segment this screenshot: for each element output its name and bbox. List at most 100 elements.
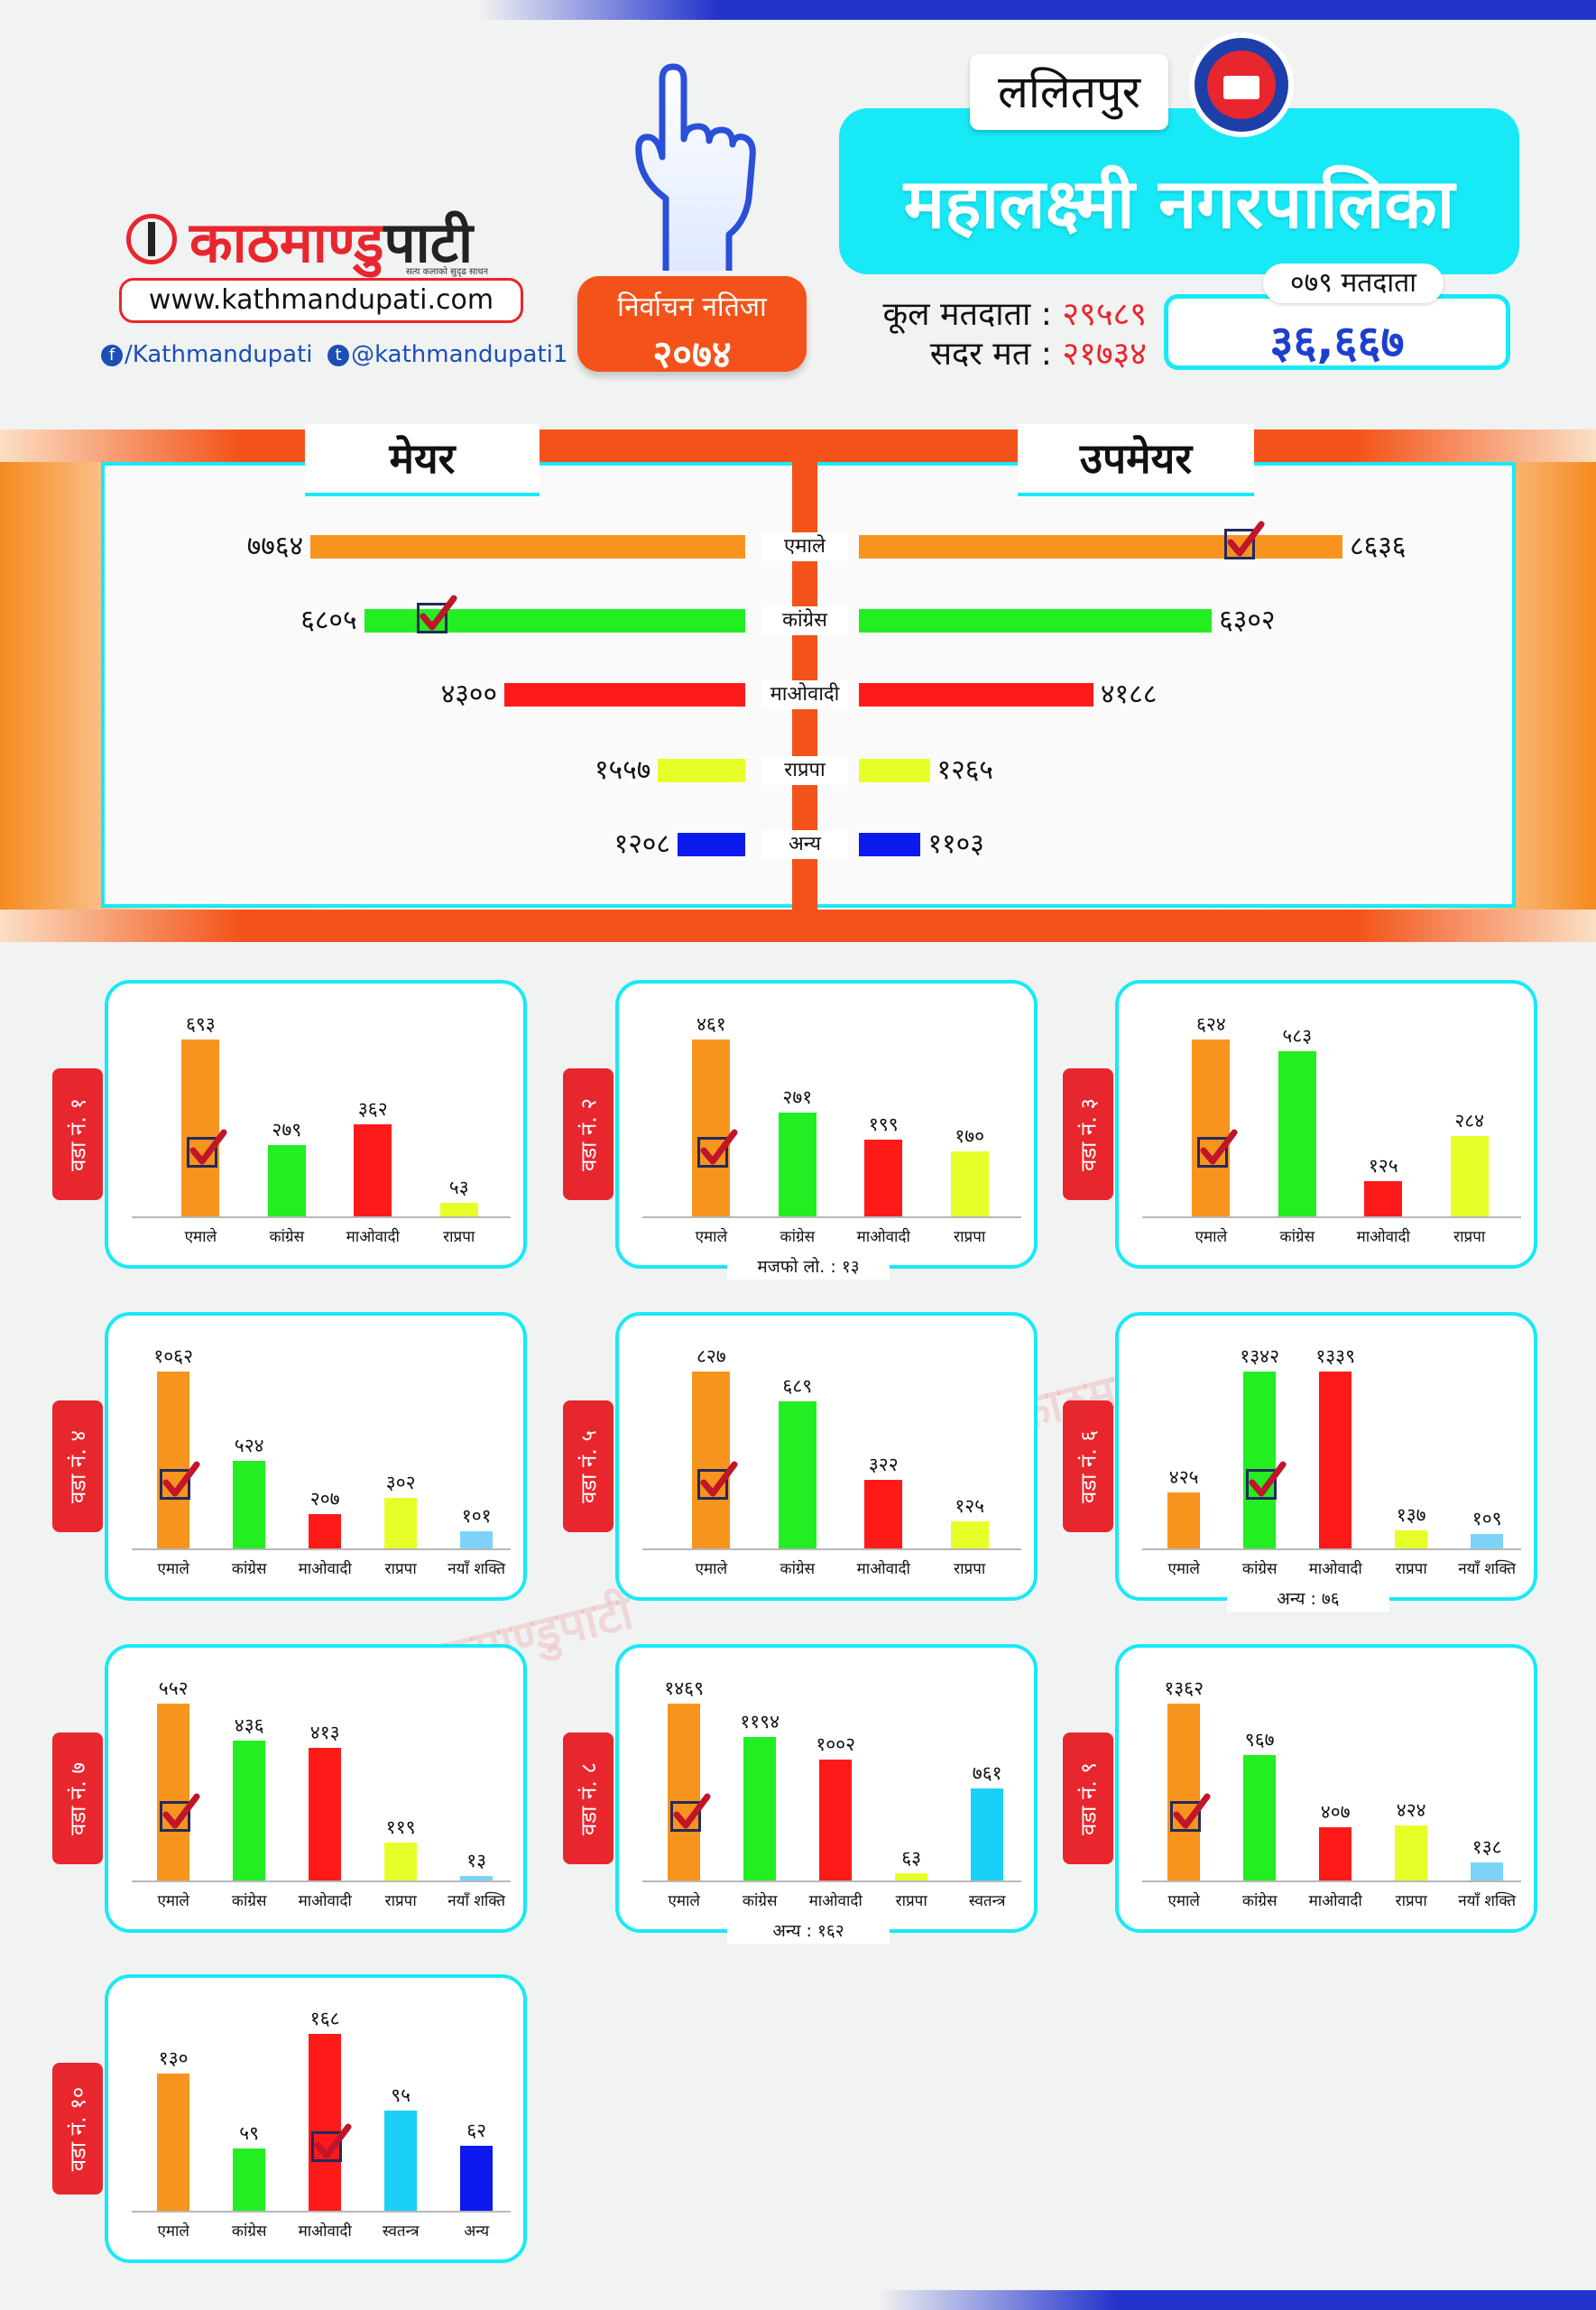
total-voters-value: २९५८९ [1062,296,1147,333]
ward-tag: वडा नं. ९ [1063,1732,1113,1864]
ward-bar [233,1461,266,1548]
ward-bar [668,1704,701,1880]
party-label: कांग्रेस [1241,1560,1278,1578]
election-commission-emblem-icon [1189,32,1294,137]
party-label: कांग्रेस [780,1228,816,1246]
deputy-bar [859,759,930,782]
bar-value: १२५ [1368,1154,1398,1177]
brand-name: काठमाण्डुपाटी [189,203,473,279]
ward-bar [1319,1827,1352,1880]
ward-bar [460,1531,494,1548]
bar-value: १००२ [816,1733,856,1756]
website-link[interactable]: www.kathmandupati.com [119,278,523,323]
chart-baseline [642,1548,1021,1550]
party-label: राप्रपा [895,1892,927,1910]
ward-number: वडा नं. ९ [1075,1761,1102,1836]
chart-baseline [1142,1548,1521,1550]
party-label: कांग्रेस [231,1892,267,1910]
ward-tag: वडा नं. ६ [1063,1400,1113,1532]
ward-note: मजफो लो. : १३ [727,1254,890,1280]
deputy-mayor-heading: उपमेयर [1018,424,1254,496]
party-label: नयाँ शक्ति [1458,1892,1517,1910]
bar-value: १३० [158,2047,189,2070]
mayor-value: १२०८ [613,828,671,860]
ward-number: वडा नं. ५ [576,1429,602,1504]
bar-value: ४०७ [1320,1801,1351,1824]
twitter-handle[interactable]: @kathmandupati1 [351,341,568,368]
bar-value: १३४२ [1240,1345,1280,1367]
ward-bar [971,1788,1004,1880]
party-label: एमाले [695,1228,728,1246]
bar-value: ८२७ [696,1345,726,1367]
party-label: कांग्रेस [231,1560,267,1578]
winner-check-icon [160,1461,200,1500]
brand-name-main: काठमाण्डु [189,209,384,275]
ward-bar [309,1513,342,1548]
voters-079-box: ३६,६६७ [1164,294,1510,370]
ward-bar [895,1872,928,1880]
bar-value: २०७ [309,1487,340,1510]
party-label: नयाँ शक्ति [447,1892,506,1910]
ward-number: वडा नं. ६ [1075,1429,1102,1504]
ward-bar [1450,1135,1489,1216]
valid-votes-label: सदर मत : [929,336,1052,373]
bar-value: ४१३ [309,1722,340,1744]
brand-mark-icon [126,214,177,264]
bar-value: ४२५ [1168,1465,1199,1488]
brand-logo: काठमाण्डुपाटी सत्य कलाको सुदृढ साधन [126,203,505,277]
chart-baseline [132,1880,511,1882]
bar-value: ७६१ [972,1762,1002,1785]
facebook-handle[interactable]: /Kathmandupati [125,341,313,368]
ward-bar [460,2145,494,2211]
party-label: कांग्रेस [780,1560,816,1578]
ward-card [615,980,1038,1269]
ward-note: अन्य : ७६ [1227,1586,1389,1612]
ward-number: वडा नं. २ [576,1097,602,1172]
winner-check-icon [160,1793,200,1832]
winner-check-icon [697,1461,738,1500]
party-label: राप्रपा [954,1228,986,1246]
voters-079-label: ०७९ मतदाता [1263,263,1444,303]
district-name: ललितपुर [970,54,1168,130]
ward-tag: वडा नं. ७ [52,1732,103,1864]
bar-value: १४६९ [664,1677,705,1699]
ward-tag: वडा नं. २ [563,1068,613,1200]
party-label: एमाले [157,1892,189,1910]
party-label: कांग्रेस [1279,1228,1315,1246]
party-label: माओवादी [298,2222,352,2241]
party-label: माओवादी [856,1560,910,1578]
chart-baseline [132,2211,511,2213]
mayor-heading: मेयर [305,424,540,496]
ward-bar [1243,1372,1277,1548]
party-label: राप्रपा [1395,1892,1427,1910]
bar-value: ४२४ [1396,1798,1426,1821]
deputy-bar [859,609,1213,633]
bar-value: ६२ [466,2119,487,2141]
ward-bar [1395,1825,1428,1880]
ward-bar [778,1400,816,1548]
bar-value: ६२४ [1195,1013,1226,1035]
winner-check-icon [417,595,457,633]
voters-079-value: ३६,६६७ [1269,316,1405,368]
ward-bar [819,1760,853,1880]
party-label: एमाले [1167,1560,1200,1578]
party-label: माओवादी [856,1228,910,1246]
party-label: राप्रपा [1453,1228,1486,1246]
bar-value: १३ [466,1850,487,1872]
ward-bar [1192,1040,1231,1216]
twitter-icon: t [328,344,350,366]
social-links: f/Kathmandupati t @kathmandupati1 [101,341,567,368]
election-result-badge: निर्वाचन नतिजा २०७४ [577,276,807,376]
winner-check-icon [1246,1461,1287,1500]
bar-value: १३३९ [1315,1345,1356,1368]
bar-value: ९६७ [1244,1728,1275,1751]
bar-value: ६३ [901,1846,922,1869]
chart-baseline [1142,1880,1521,1882]
mayor-bar [658,759,745,782]
mayor-value: ६८०५ [300,605,357,636]
voting-hand-icon [635,63,756,271]
top-stripe [0,0,1596,20]
ward-bar [1243,1754,1277,1880]
party-label: एमाले [1195,1228,1228,1246]
ward-tag: वडा नं. ४ [52,1400,103,1532]
